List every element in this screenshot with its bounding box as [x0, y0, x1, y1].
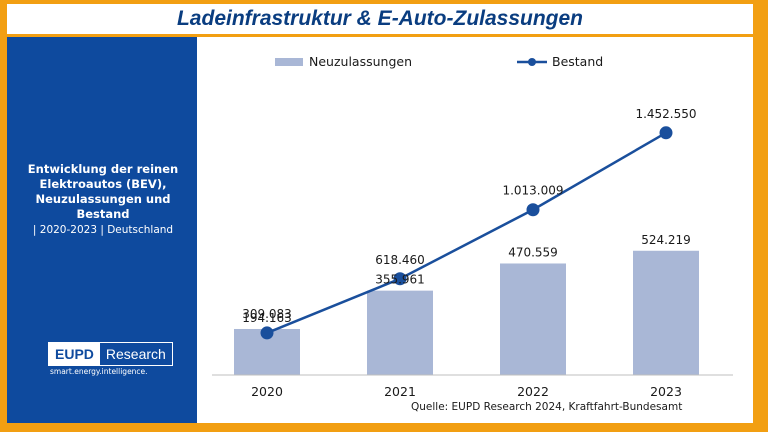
- bar-neuzulassungen: [500, 263, 566, 375]
- sidebar-heading-line: Neuzulassungen und: [35, 192, 171, 206]
- data-label-bestand: 1.452.550: [635, 107, 696, 121]
- sidebar-text: Entwicklung der reinen Elektroautos (BEV…: [15, 162, 191, 238]
- data-label-bestand: 1.013.009: [502, 184, 563, 198]
- eupd-logo: EUPD Research: [48, 342, 173, 366]
- data-label-neuzulassungen: 194.163: [242, 311, 292, 325]
- logo-tagline: smart.energy.intelligence.: [50, 367, 148, 376]
- data-label-bestand: 309.083: [242, 307, 292, 321]
- sidebar-subtitle: | 2020-2023 | Deutschland: [32, 224, 174, 236]
- bar-neuzulassungen: [367, 290, 433, 375]
- legend-marker-bestand: [528, 58, 536, 66]
- data-label-neuzulassungen: 470.559: [508, 245, 558, 259]
- x-tick-label: 2022: [517, 384, 549, 399]
- sidebar: Entwicklung der reinen Elektroautos (BEV…: [7, 37, 197, 423]
- data-label-bestand: 618.460: [375, 253, 425, 267]
- bar-neuzulassungen: [633, 250, 699, 375]
- sidebar-heading-line: Elektroautos (BEV),: [39, 177, 167, 191]
- data-label-neuzulassungen: 524.219: [641, 233, 691, 247]
- sidebar-heading: Entwicklung der reinen Elektroautos (BEV…: [15, 162, 191, 222]
- line-bestand: [266, 131, 667, 335]
- x-tick-label: 2021: [384, 384, 416, 399]
- title-bar: Ladeinfrastruktur & E-Auto-Zulassungen: [7, 4, 753, 34]
- point-bestand: [260, 326, 274, 340]
- sidebar-heading-line: Entwicklung der reinen: [27, 162, 179, 176]
- page-title: Ladeinfrastruktur & E-Auto-Zulassungen: [176, 7, 584, 30]
- sidebar-heading-line: Bestand: [76, 207, 130, 221]
- data-label-neuzulassungen: 355.961: [375, 273, 425, 287]
- point-bestand: [393, 272, 407, 286]
- logo-right: Research: [105, 346, 166, 362]
- x-tick-label: 2020: [251, 384, 283, 399]
- point-bestand: [526, 203, 540, 217]
- chart: Neuzulassungen Bestand 2020 2021 2022 2023 309…: [212, 54, 733, 399]
- point-bestand: [659, 126, 673, 140]
- legend-label-neuzulassungen: Neuzulassungen: [309, 54, 412, 69]
- x-tick-label: 2023: [650, 384, 682, 399]
- source-note: Quelle: EUPD Research 2024, Kraftfahrt-B…: [411, 401, 683, 413]
- content-frame: Entwicklung der reinen Elektroautos (BEV…: [7, 37, 753, 423]
- legend-swatch-neuzulassungen: [275, 58, 303, 66]
- logo-left: EUPD: [49, 343, 100, 365]
- legend-label-bestand: Bestand: [552, 54, 603, 69]
